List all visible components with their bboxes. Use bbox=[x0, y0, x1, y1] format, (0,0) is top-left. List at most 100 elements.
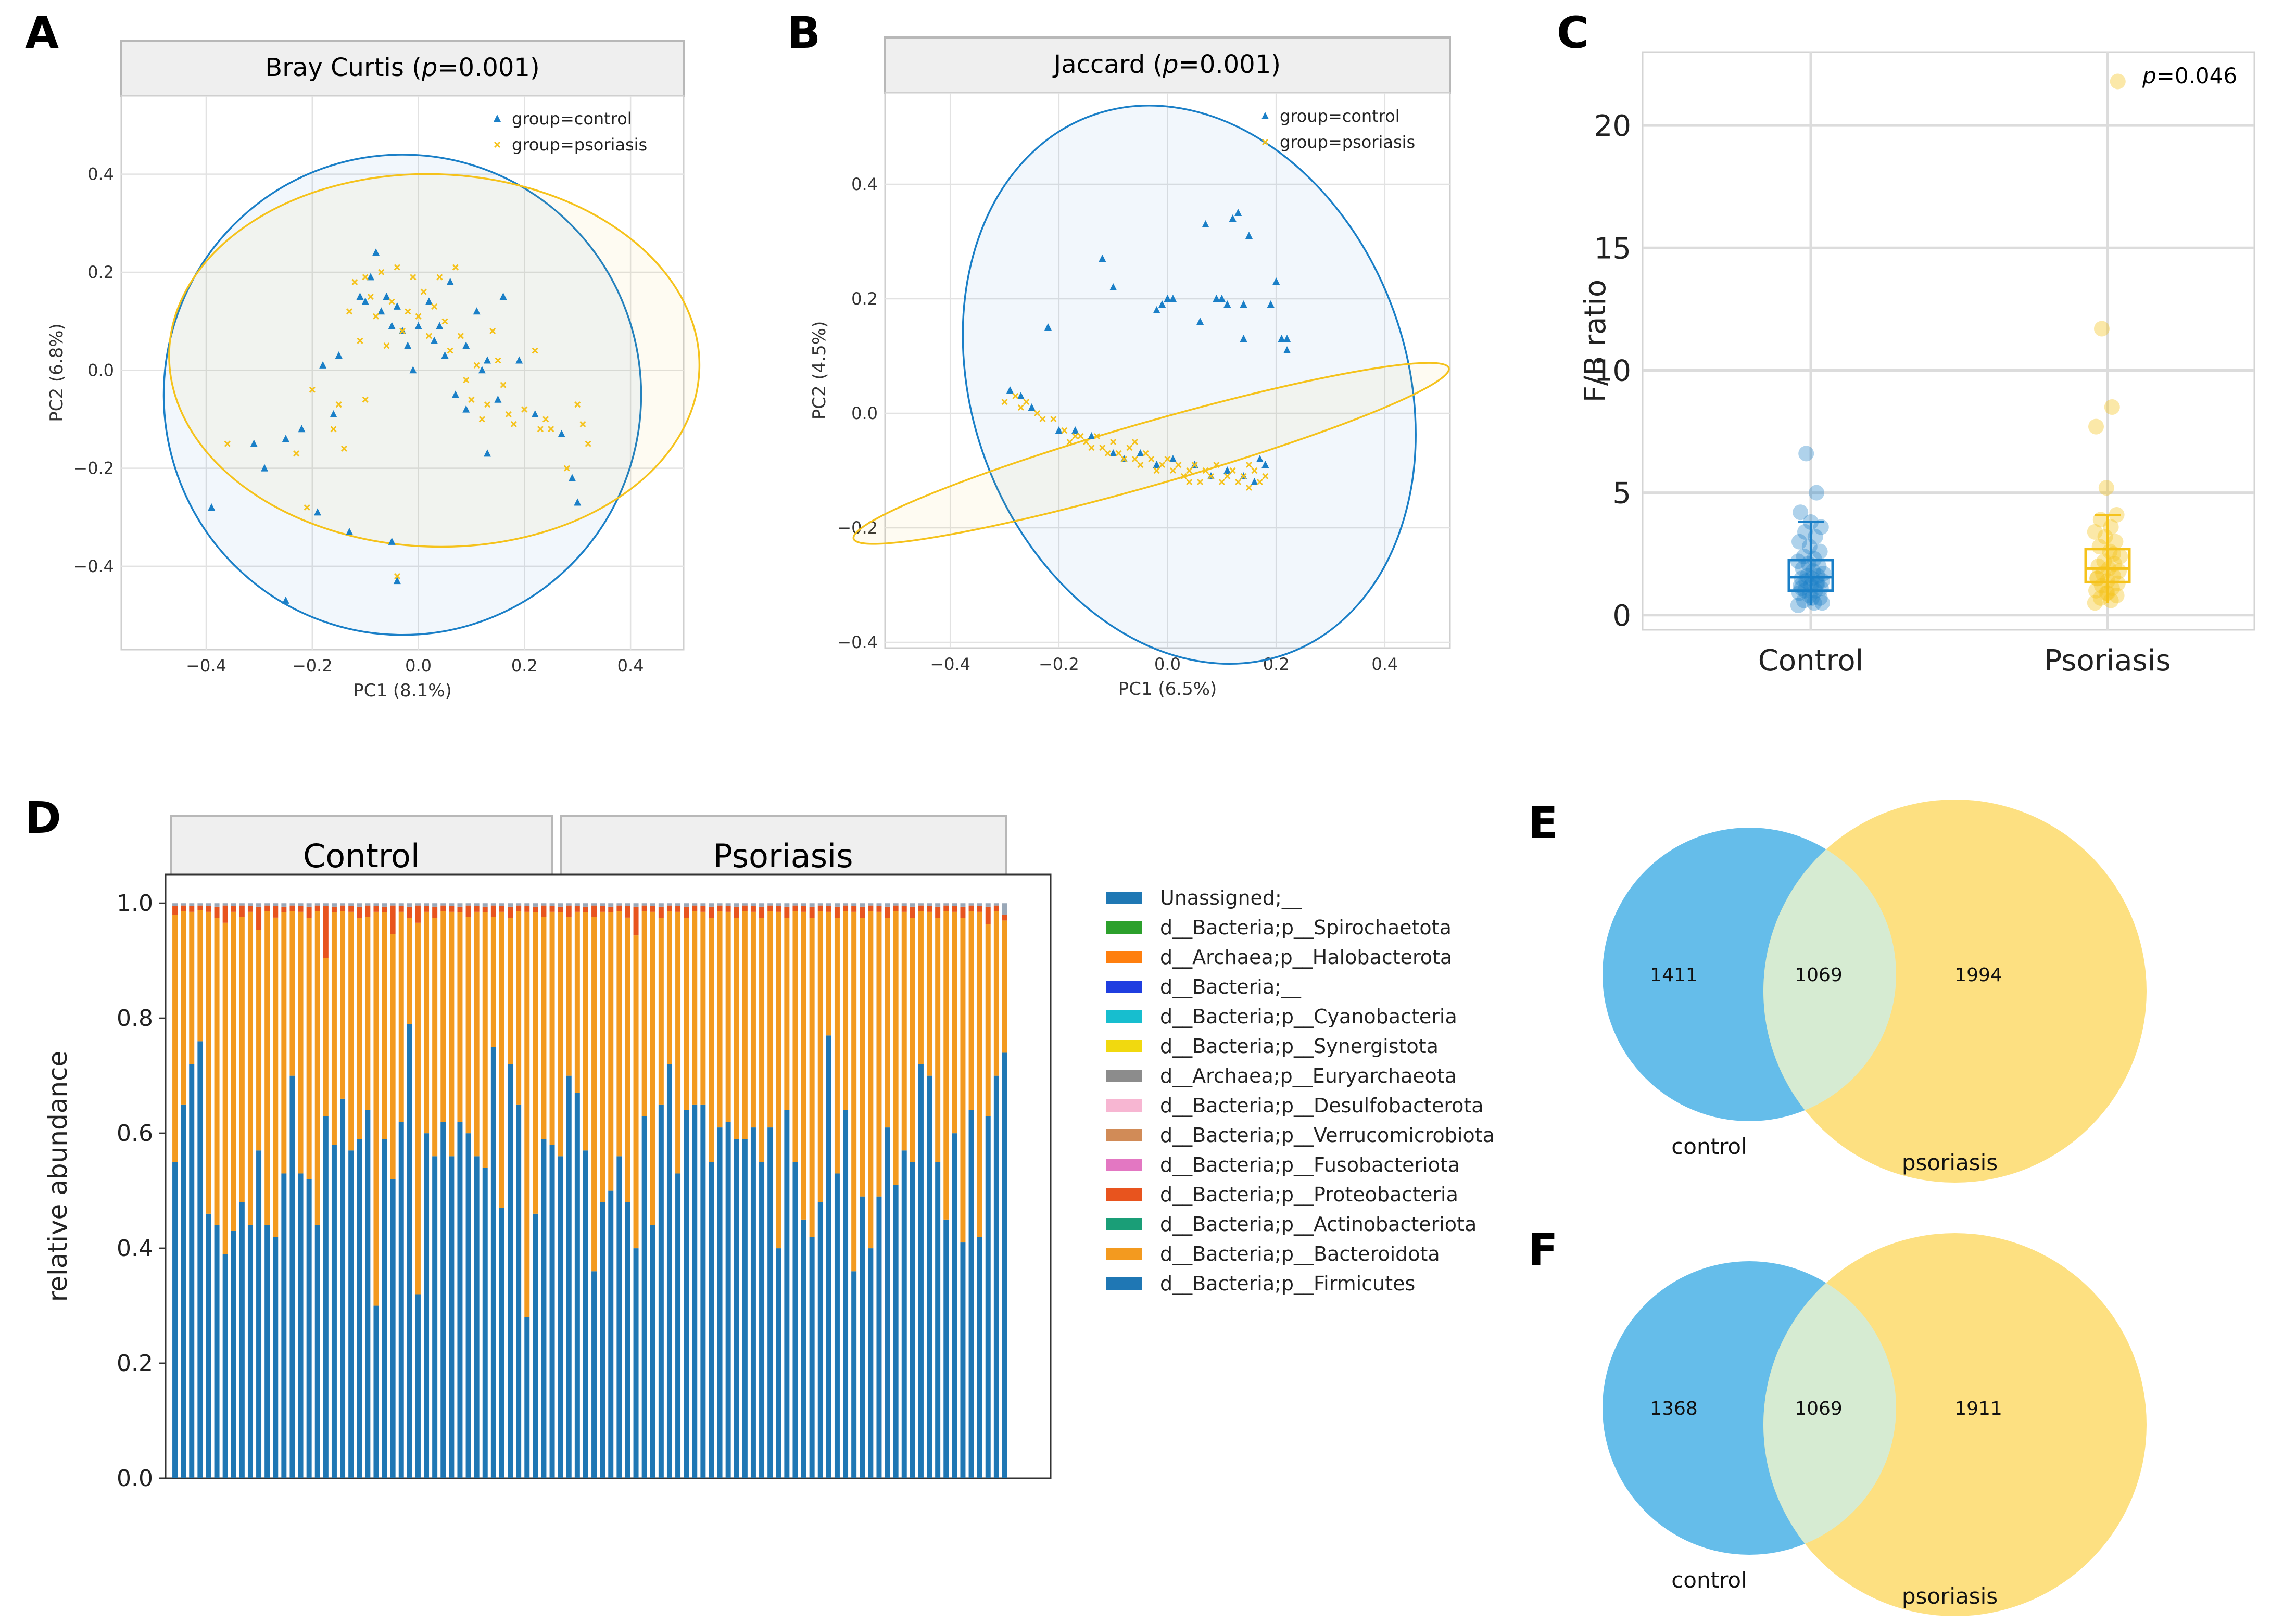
psoriasis-point bbox=[489, 327, 496, 335]
bar-other-taxa bbox=[566, 903, 572, 906]
bar-proteobacteria bbox=[834, 906, 840, 918]
bar-other-taxa bbox=[331, 903, 337, 907]
bar-bacteroidota bbox=[499, 911, 504, 1208]
control-point bbox=[462, 405, 470, 413]
control-point bbox=[1071, 426, 1079, 434]
psoriasis-point bbox=[452, 264, 459, 271]
bar-firmicutes bbox=[541, 1139, 547, 1478]
bar-bacteroidota bbox=[801, 911, 806, 1220]
panel-letter-a: A bbox=[25, 7, 59, 58]
bar-other-taxa bbox=[382, 903, 387, 907]
control-point bbox=[515, 356, 523, 364]
bar-firmicutes bbox=[776, 1248, 781, 1478]
bar-proteobacteria bbox=[398, 906, 404, 912]
bar-other-taxa bbox=[214, 903, 220, 907]
bar-other-taxa bbox=[340, 903, 346, 906]
control-point bbox=[1261, 461, 1269, 468]
psoriasis-point bbox=[399, 327, 406, 335]
bar-firmicutes bbox=[675, 1173, 681, 1478]
bar-other-taxa bbox=[650, 903, 655, 906]
control-point bbox=[484, 449, 491, 457]
bar-bacteroidota bbox=[289, 911, 295, 1076]
control-sample-point bbox=[1801, 539, 1818, 555]
bar-bacteroidota bbox=[398, 911, 404, 1122]
y-tick-label: −0.4 bbox=[837, 632, 878, 652]
bar-proteobacteria bbox=[541, 905, 547, 917]
bar-firmicutes bbox=[960, 1242, 966, 1478]
psoriasis-point bbox=[1175, 461, 1182, 468]
bar-firmicutes bbox=[600, 1202, 605, 1478]
psoriasis-point bbox=[383, 342, 390, 349]
x-tick-label: Control bbox=[1758, 644, 1863, 678]
psoriasis-point bbox=[1066, 438, 1073, 446]
bar-other-taxa bbox=[742, 903, 748, 906]
legend-label: Unassigned;__ bbox=[1160, 886, 1302, 909]
legend-swatch bbox=[1106, 1277, 1142, 1290]
bar-proteobacteria bbox=[901, 906, 907, 912]
bar-firmicutes bbox=[717, 1127, 723, 1478]
control-sample-point bbox=[1797, 524, 1813, 540]
psoriasis-point bbox=[1191, 461, 1198, 468]
control-point bbox=[313, 508, 321, 516]
x-tick-label: −0.4 bbox=[930, 654, 970, 674]
bar-proteobacteria bbox=[633, 906, 639, 936]
control-point bbox=[1099, 255, 1106, 262]
bar-bacteroidota bbox=[306, 918, 312, 1179]
bar-other-taxa bbox=[985, 903, 991, 907]
control-point bbox=[1169, 455, 1177, 462]
psoriasis-point bbox=[1218, 478, 1225, 486]
y-tick-label: 10 bbox=[1594, 354, 1631, 388]
bar-firmicutes bbox=[608, 1190, 614, 1478]
panel-d-strip-psoriasis-label: Psoriasis bbox=[713, 837, 853, 875]
venn-count-psoriasis-only: 1994 bbox=[1954, 965, 2002, 986]
bar-firmicutes bbox=[709, 1162, 714, 1478]
bar-proteobacteria bbox=[407, 906, 412, 918]
legend-swatch bbox=[1106, 1010, 1142, 1023]
bar-bacteroidota bbox=[516, 911, 522, 1105]
bar-bacteroidota bbox=[432, 918, 438, 1157]
bar-bacteroidota bbox=[784, 918, 790, 1110]
control-point bbox=[1213, 295, 1220, 302]
bar-firmicutes bbox=[348, 1150, 354, 1478]
bar-other-taxa bbox=[365, 903, 371, 906]
bar-proteobacteria bbox=[968, 905, 974, 911]
panel-letter-d: D bbox=[25, 792, 61, 843]
psoriasis-point bbox=[410, 274, 417, 281]
bar-proteobacteria bbox=[918, 905, 924, 911]
venn-label-psoriasis: psoriasis bbox=[1902, 1583, 1998, 1609]
control-point bbox=[372, 248, 380, 256]
bar-other-taxa bbox=[298, 903, 304, 906]
control-sample-point bbox=[1810, 575, 1826, 591]
bar-firmicutes bbox=[784, 1110, 790, 1478]
psoriasis-point bbox=[351, 278, 358, 285]
bar-bacteroidota bbox=[658, 918, 664, 1105]
x-tick-label: 0.0 bbox=[1154, 654, 1181, 674]
bar-bacteroidota bbox=[666, 911, 672, 1064]
psoriasis-point bbox=[405, 308, 411, 315]
bar-proteobacteria bbox=[264, 905, 270, 911]
bar-firmicutes bbox=[508, 1064, 513, 1478]
psoriasis-point bbox=[1082, 438, 1090, 446]
control-point bbox=[1109, 449, 1117, 456]
bar-firmicutes bbox=[440, 1122, 446, 1478]
control-point bbox=[1109, 283, 1117, 290]
bar-proteobacteria bbox=[817, 905, 823, 911]
control-point bbox=[388, 537, 396, 545]
bar-bacteroidota bbox=[231, 911, 236, 1231]
control-point bbox=[208, 503, 216, 511]
control-point bbox=[1256, 455, 1264, 462]
bar-firmicutes bbox=[264, 1225, 270, 1478]
bar-firmicutes bbox=[968, 1110, 974, 1478]
bar-bacteroidota bbox=[692, 911, 698, 1105]
bar-other-taxa bbox=[415, 903, 421, 906]
bar-proteobacteria bbox=[666, 905, 672, 911]
bar-proteobacteria bbox=[583, 906, 588, 912]
bar-other-taxa bbox=[641, 903, 647, 906]
control-point bbox=[569, 474, 576, 481]
bar-other-taxa bbox=[684, 903, 689, 907]
control-point bbox=[404, 341, 412, 349]
bar-firmicutes bbox=[289, 1075, 295, 1478]
psoriasis-point bbox=[1169, 467, 1176, 474]
venn-label-psoriasis: psoriasis bbox=[1902, 1150, 1998, 1175]
bar-other-taxa bbox=[851, 903, 857, 906]
